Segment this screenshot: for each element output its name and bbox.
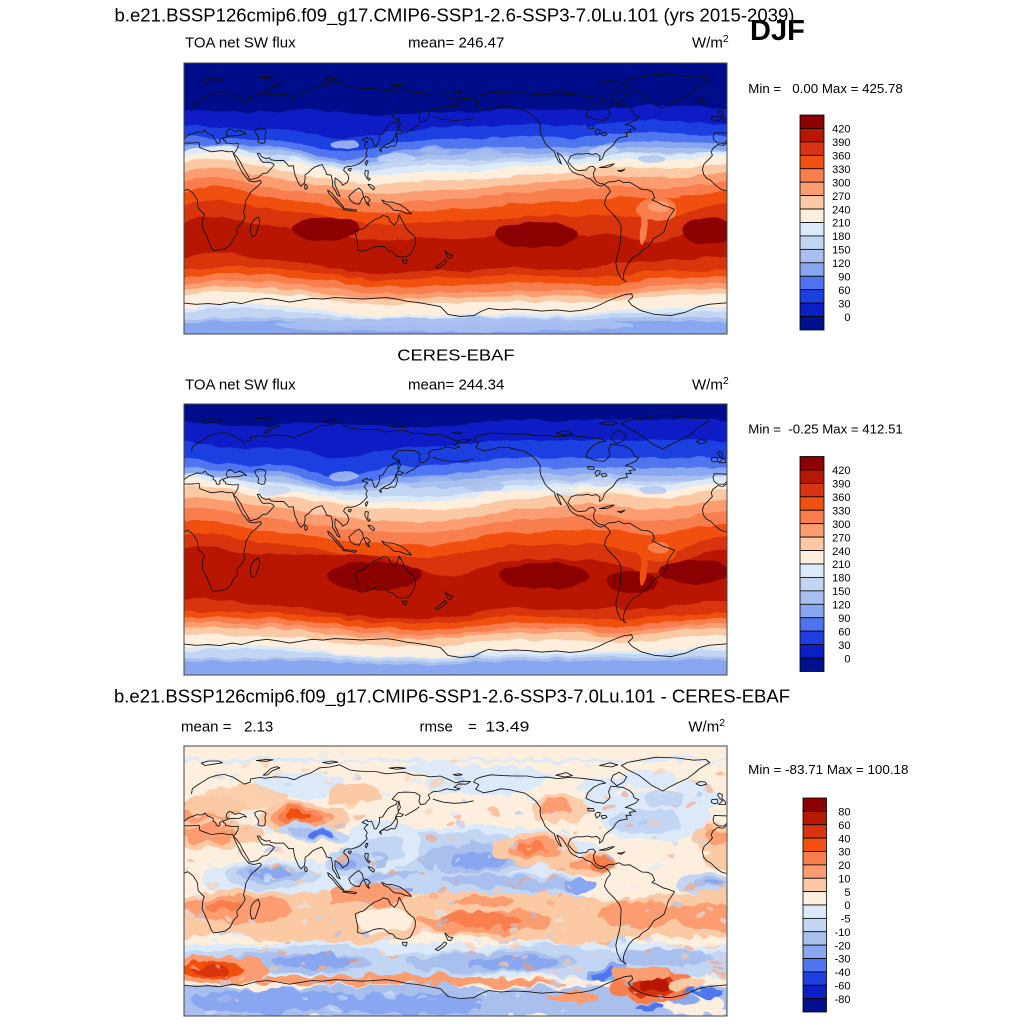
svg-text:420: 420 xyxy=(832,124,850,136)
svg-text:360: 360 xyxy=(832,151,850,163)
svg-text:20: 20 xyxy=(838,860,850,872)
svg-text:150: 150 xyxy=(832,245,850,257)
svg-text:180: 180 xyxy=(832,231,850,243)
svg-text:330: 330 xyxy=(832,164,850,176)
svg-text:40: 40 xyxy=(838,833,850,845)
svg-text:390: 390 xyxy=(832,479,850,491)
svg-text:-40: -40 xyxy=(835,967,851,979)
svg-text:330: 330 xyxy=(832,505,850,517)
svg-text:=: = xyxy=(468,719,477,736)
svg-text:2.13: 2.13 xyxy=(244,719,273,736)
svg-text:120: 120 xyxy=(832,258,850,270)
svg-text:210: 210 xyxy=(832,218,850,230)
svg-text:270: 270 xyxy=(832,532,850,544)
svg-text:30: 30 xyxy=(838,298,850,310)
svg-text:210: 210 xyxy=(832,559,850,571)
svg-text:0: 0 xyxy=(844,900,850,912)
svg-text:TOA net SW flux: TOA net SW flux xyxy=(185,35,296,52)
svg-text:300: 300 xyxy=(832,519,850,531)
svg-text:240: 240 xyxy=(832,204,850,216)
svg-text:240: 240 xyxy=(832,546,850,558)
svg-text:30: 30 xyxy=(838,847,850,859)
svg-text:180: 180 xyxy=(832,573,850,585)
svg-text:-5: -5 xyxy=(841,914,851,926)
svg-text:0: 0 xyxy=(844,653,850,665)
svg-text:60: 60 xyxy=(838,820,850,832)
svg-text:mean= 246.47: mean= 246.47 xyxy=(408,35,504,52)
svg-text:DJF: DJF xyxy=(750,15,805,47)
svg-text:420: 420 xyxy=(832,465,850,477)
svg-text:mean= 244.34: mean= 244.34 xyxy=(408,377,504,394)
svg-text:5: 5 xyxy=(844,887,850,899)
svg-text:W/m2: W/m2 xyxy=(692,375,729,394)
svg-text:10: 10 xyxy=(838,873,850,885)
svg-text:Min = 0.00 Max = 425.78: Min = 0.00 Max = 425.78 xyxy=(748,82,903,96)
svg-text:rmse: rmse xyxy=(420,719,453,736)
svg-text:W/m2: W/m2 xyxy=(692,33,729,52)
svg-text:-60: -60 xyxy=(835,980,851,992)
svg-text:90: 90 xyxy=(838,271,850,283)
svg-text:13.49: 13.49 xyxy=(485,719,529,736)
svg-text:120: 120 xyxy=(832,600,850,612)
svg-text:80: 80 xyxy=(838,807,850,819)
svg-text:30: 30 xyxy=(838,640,850,652)
svg-text:W/m2: W/m2 xyxy=(688,717,725,736)
svg-text:300: 300 xyxy=(832,177,850,189)
svg-text:TOA net SW flux: TOA net SW flux xyxy=(185,377,296,394)
svg-text:Min = -83.71 Max = 100.18: Min = -83.71 Max = 100.18 xyxy=(748,763,908,777)
svg-text:60: 60 xyxy=(838,626,850,638)
svg-text:b.e21.BSSP126cmip6.f09_g17.CMI: b.e21.BSSP126cmip6.f09_g17.CMIP6-SSP1-2.… xyxy=(114,686,790,708)
svg-text:360: 360 xyxy=(832,492,850,504)
svg-text:0: 0 xyxy=(844,312,850,324)
svg-text:mean =: mean = xyxy=(181,719,232,736)
svg-text:-80: -80 xyxy=(835,994,851,1006)
svg-text:b.e21.BSSP126cmip6.f09_g17.CMI: b.e21.BSSP126cmip6.f09_g17.CMIP6-SSP1-2.… xyxy=(115,5,795,27)
svg-text:-20: -20 xyxy=(835,940,851,952)
svg-text:90: 90 xyxy=(838,613,850,625)
svg-text:270: 270 xyxy=(832,191,850,203)
svg-text:-30: -30 xyxy=(835,954,851,966)
svg-text:Min = -0.25 Max = 412.51: Min = -0.25 Max = 412.51 xyxy=(748,423,903,437)
svg-text:390: 390 xyxy=(832,137,850,149)
svg-text:150: 150 xyxy=(832,586,850,598)
svg-text:60: 60 xyxy=(838,285,850,297)
svg-text:-10: -10 xyxy=(835,927,851,939)
svg-text:CERES-EBAF: CERES-EBAF xyxy=(397,348,514,365)
